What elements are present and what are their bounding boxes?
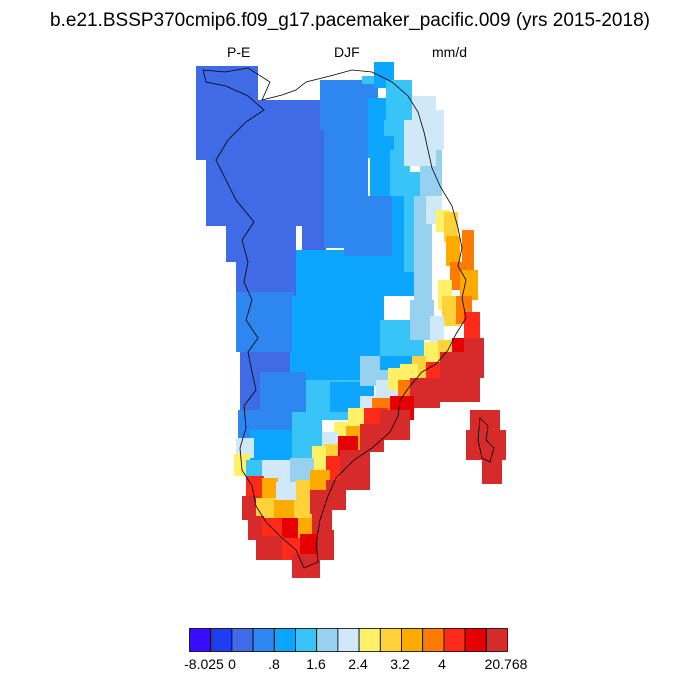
map-cell <box>226 222 296 262</box>
map-cell <box>300 534 320 556</box>
map-cell <box>250 430 300 460</box>
colorbar-swatch <box>464 628 487 652</box>
map-cell <box>318 530 334 560</box>
map-cell <box>206 188 302 226</box>
colorbar-swatch <box>379 628 402 652</box>
map-cell <box>310 470 330 494</box>
plot-title: b.e21.BSSP370cmip6.f09_g17.pacemaker_pac… <box>50 10 650 31</box>
map-cell <box>424 110 444 150</box>
colorbar-swatches <box>189 628 508 652</box>
map-cell <box>246 476 264 502</box>
map-cell <box>236 292 294 352</box>
colorbar-swatch <box>337 628 360 652</box>
colorbar-tick-label: .8 <box>268 656 280 672</box>
map-cell <box>226 100 326 140</box>
colorbar-tick-label: 3.2 <box>390 656 410 672</box>
colorbar-swatch <box>316 628 339 652</box>
colorbar-swatch <box>231 628 254 652</box>
colorbar-swatch <box>295 628 318 652</box>
map-cell <box>430 316 444 346</box>
map-cell <box>294 500 314 522</box>
map-cell <box>282 518 300 540</box>
colorbar-swatch <box>273 628 296 652</box>
map-cell <box>248 516 264 540</box>
colorbar-swatch <box>401 628 424 652</box>
map-cell <box>302 140 326 254</box>
map-cell <box>482 456 502 484</box>
map-cell <box>444 212 458 242</box>
map-cell <box>312 446 326 470</box>
colorbar-swatch <box>252 628 275 652</box>
colorbar-tick-label: 20.768 <box>484 656 528 672</box>
map-cell <box>262 460 292 482</box>
map-cell <box>292 554 320 578</box>
map-cell <box>466 430 506 460</box>
map-cell <box>440 352 480 402</box>
map-cell <box>344 196 394 256</box>
map-cells <box>196 62 506 578</box>
colorbar-tick-label: 4 <box>438 656 446 672</box>
season-label: DJF <box>334 44 360 60</box>
colorbar-swatch <box>358 628 381 652</box>
map-cell <box>462 230 474 270</box>
map-cell <box>292 296 384 354</box>
map-cell <box>424 342 440 366</box>
variable-label: P-E <box>227 44 251 60</box>
colorbar <box>189 628 508 652</box>
map-cell <box>386 80 412 120</box>
colorbar-tick-label: 2.4 <box>348 656 368 672</box>
map-cell <box>442 296 460 326</box>
map-cell <box>256 536 284 560</box>
map-cell <box>446 236 460 266</box>
coastline-island <box>477 417 495 463</box>
map-cell <box>360 424 384 452</box>
colorbar-swatch <box>485 628 508 652</box>
map-cell <box>326 480 346 510</box>
greenland-map <box>196 62 506 578</box>
map-cell <box>410 378 440 408</box>
colorbar-tick-label: 0 <box>228 656 236 672</box>
map-cell <box>464 312 480 342</box>
map-cell <box>276 482 296 504</box>
map-cell <box>414 196 432 316</box>
colorbar-swatch <box>189 628 212 652</box>
colorbar-swatch <box>422 628 445 652</box>
colorbar-swatch <box>443 628 466 652</box>
map-cell <box>274 500 294 522</box>
units-label: mm/d <box>432 44 467 60</box>
colorbar-tick-label: 1.6 <box>306 656 326 672</box>
colorbar-swatch <box>210 628 233 652</box>
coastline <box>202 67 467 569</box>
colorbar-tick-label: -8.025 <box>184 656 224 672</box>
map-cell <box>380 410 410 440</box>
map-cell <box>262 478 278 502</box>
